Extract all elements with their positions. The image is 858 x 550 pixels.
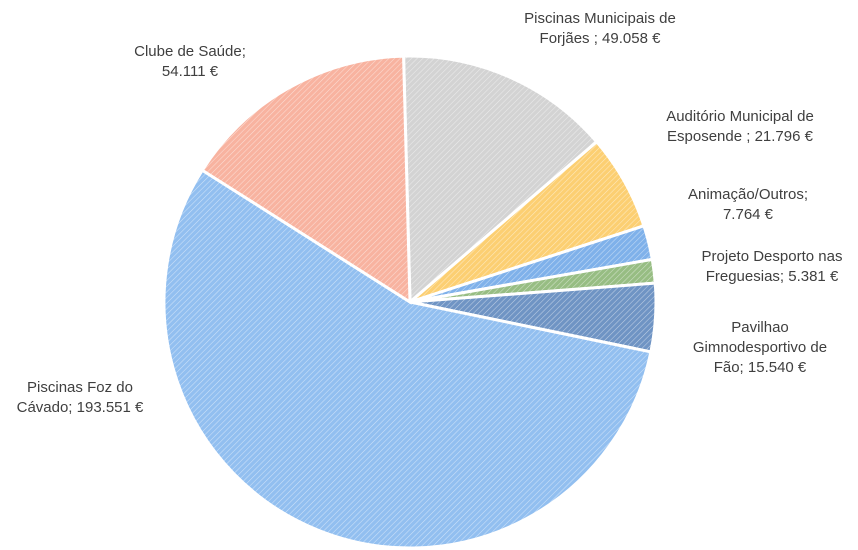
pie-slice-piscinas-municipais-de-forjaes [402, 54, 599, 306]
label-clube-saude: Clube de Saúde; 54.111 € [134, 43, 246, 80]
label-piscinas-forjaes: Piscinas Municipais de Forjães ; 49.058 … [524, 10, 676, 47]
label-auditorio-esposende: Auditório Municipal de Esposende ; 21.79… [666, 108, 814, 145]
label-animacao-outros: Animação/Outros; 7.764 € [687, 186, 809, 223]
label-piscinas-foz-cavado: Piscinas Foz do Cávado; 193.551 € [16, 379, 144, 416]
pie-slice-piscinas-foz-do-cavado [162, 168, 653, 550]
label-pavilhao-fao: Pavilhao Gimnodesportivo de Fão; 15.540 … [692, 319, 828, 376]
pie-slice-clube-de-saude [200, 54, 412, 305]
label-projeto-desporto: Projeto Desporto nas Freguesias; 5.381 € [701, 248, 843, 285]
